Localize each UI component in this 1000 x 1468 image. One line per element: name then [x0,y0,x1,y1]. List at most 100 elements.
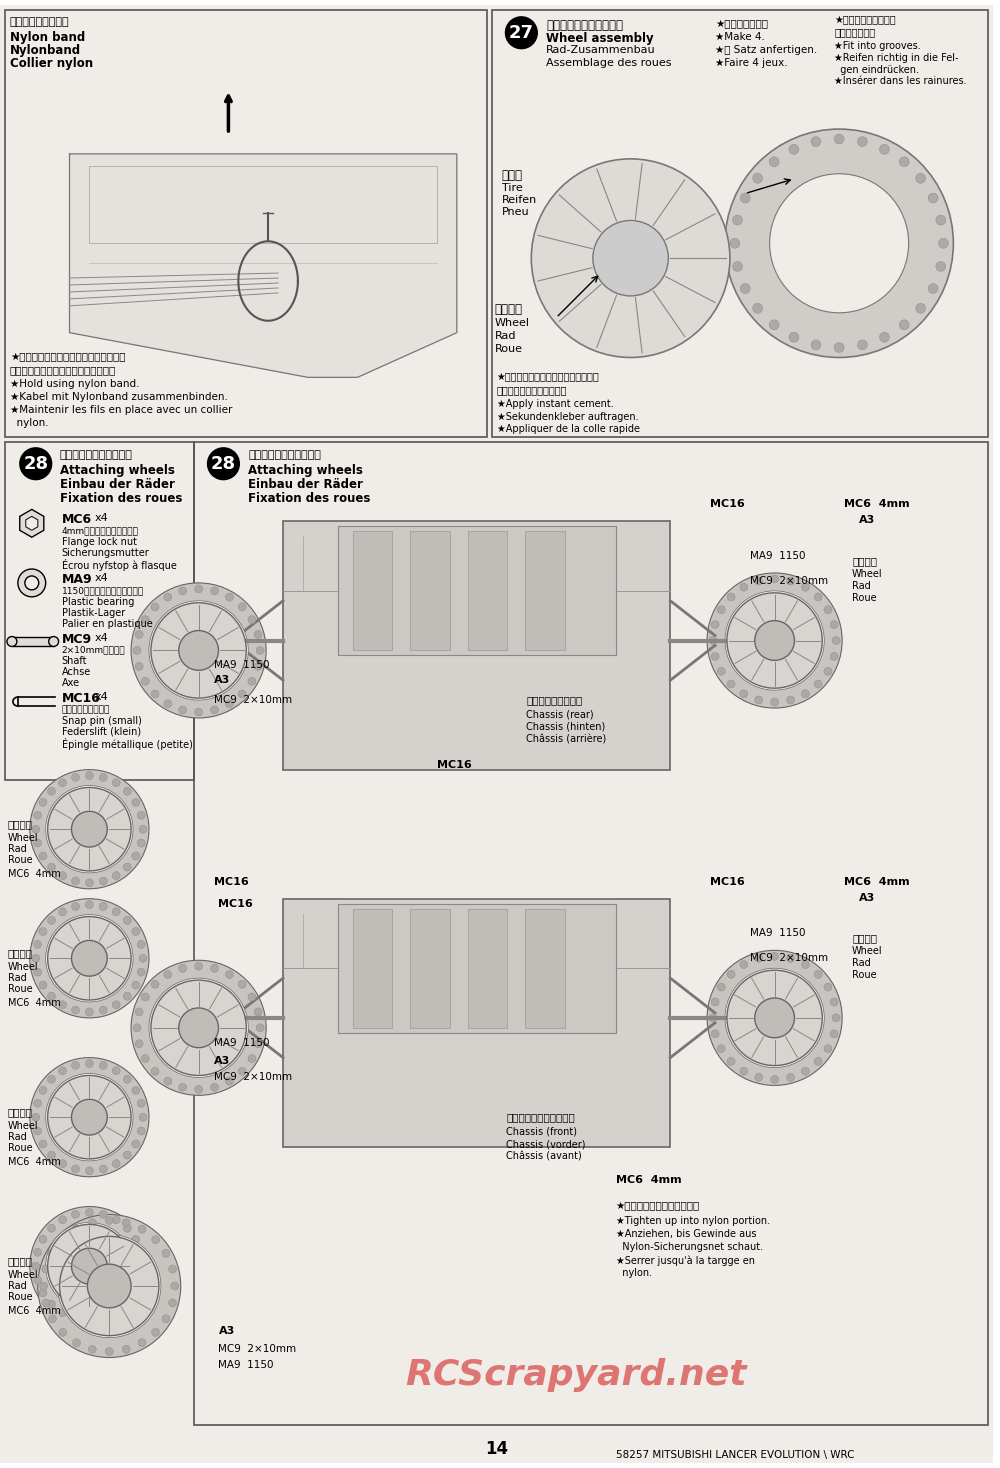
Circle shape [238,1067,246,1076]
Circle shape [72,1006,79,1014]
Circle shape [811,341,821,349]
Text: 奥にはめます。: 奥にはめます。 [834,26,875,37]
Text: シャーシー（リヤ）: シャーシー（リヤ） [526,696,583,705]
Circle shape [727,680,735,688]
Circle shape [179,964,187,972]
Text: MA9  1150: MA9 1150 [750,550,805,561]
Text: Rad: Rad [8,844,27,854]
Circle shape [916,304,926,313]
Circle shape [132,1236,140,1243]
Circle shape [928,194,938,203]
Text: Chassis (vorder): Chassis (vorder) [506,1139,586,1149]
Text: ★Tighten up into nylon portion.: ★Tighten up into nylon portion. [616,1217,770,1226]
Text: ★タイヤをホイールの: ★タイヤをホイールの [834,15,896,25]
Circle shape [34,1248,42,1257]
Circle shape [755,998,794,1038]
Text: （ホイールの取り付け）: （ホイールの取り付け） [248,449,321,459]
Circle shape [20,448,52,480]
Circle shape [135,631,143,639]
Circle shape [112,1160,120,1167]
Text: A3: A3 [859,515,875,526]
Text: Roue: Roue [8,984,33,994]
Polygon shape [70,154,457,377]
Text: Collier nylon: Collier nylon [10,57,93,69]
Text: Snap pin (small): Snap pin (small) [62,716,141,727]
Circle shape [32,1262,40,1270]
Circle shape [47,787,55,796]
Circle shape [137,840,145,847]
Circle shape [238,981,246,988]
Circle shape [72,1339,80,1346]
Bar [283,521,670,769]
Circle shape [787,954,795,963]
Text: MA9  1150: MA9 1150 [214,1038,269,1048]
Circle shape [164,700,172,708]
Text: MC6  4mm: MC6 4mm [8,1157,61,1167]
Text: A3: A3 [214,675,230,686]
Circle shape [707,950,842,1085]
Circle shape [725,129,953,358]
Text: Chassis (hinten): Chassis (hinten) [526,722,606,733]
Circle shape [801,690,809,697]
Circle shape [112,907,120,916]
Circle shape [814,970,822,978]
Circle shape [238,603,246,611]
Circle shape [834,342,844,352]
Circle shape [34,969,42,976]
Circle shape [709,1014,717,1022]
Circle shape [857,137,867,147]
Circle shape [59,907,67,916]
Text: Rad: Rad [8,1132,27,1142]
Text: Axe: Axe [62,678,80,688]
Text: nylon.: nylon. [10,418,49,429]
Text: MC9  2×10mm: MC9 2×10mm [214,1073,292,1082]
Text: nylon.: nylon. [616,1268,652,1279]
Circle shape [123,916,131,925]
Circle shape [99,1211,107,1218]
Text: MC16: MC16 [218,898,253,909]
Circle shape [58,1235,161,1337]
Bar [468,909,507,1028]
Circle shape [88,1218,96,1227]
Circle shape [769,320,779,330]
Text: ホイール: ホイール [8,948,33,959]
Circle shape [254,1039,262,1048]
Circle shape [34,1127,42,1135]
Text: MC9: MC9 [62,633,92,646]
Circle shape [152,1329,160,1336]
Text: Fixation des roues: Fixation des roues [248,492,371,505]
Circle shape [112,1067,120,1075]
Circle shape [47,1151,55,1160]
Circle shape [169,1299,177,1307]
Circle shape [139,1113,147,1122]
Text: タイヤ: タイヤ [502,169,523,182]
Circle shape [928,283,938,294]
Circle shape [138,1339,146,1346]
Text: ★４個作ります。: ★４個作ります。 [715,19,768,29]
Circle shape [801,960,809,969]
Circle shape [834,134,844,144]
Circle shape [18,570,46,597]
Circle shape [137,1248,145,1257]
Circle shape [740,960,748,969]
Text: Einbau der Räder: Einbau der Räder [248,477,363,490]
Circle shape [740,1067,748,1075]
Circle shape [85,1009,93,1016]
Circle shape [208,448,239,480]
Circle shape [711,998,719,1006]
Circle shape [727,593,735,600]
Text: Attaching wheels: Attaching wheels [248,464,363,477]
Circle shape [139,954,147,962]
Text: Rad-Zusammenbau: Rad-Zusammenbau [546,44,656,54]
Circle shape [857,341,867,349]
Text: ホイール: ホイール [495,302,523,316]
Circle shape [137,941,145,948]
Text: MC6: MC6 [62,514,92,527]
Text: Roue: Roue [8,1292,33,1302]
Circle shape [162,1315,170,1323]
Circle shape [72,1061,79,1069]
Bar [194,442,988,1425]
Bar [410,909,450,1028]
Circle shape [59,1001,67,1009]
Circle shape [164,1078,172,1085]
